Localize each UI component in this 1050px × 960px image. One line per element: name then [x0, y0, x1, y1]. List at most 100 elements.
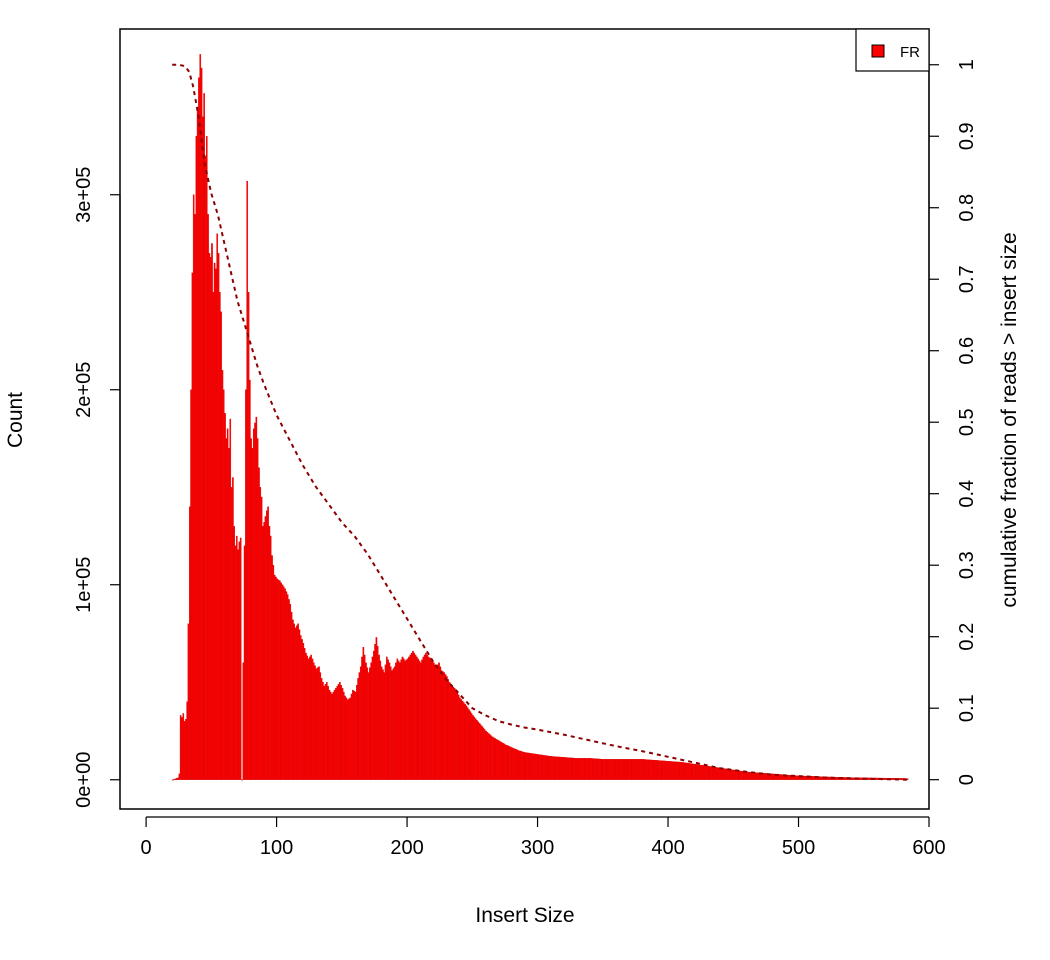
histogram-bar	[597, 758, 600, 780]
y2-tick-label: 0.5	[956, 408, 978, 436]
histogram-bar	[795, 775, 798, 780]
histogram-bar	[581, 758, 584, 780]
histogram-bar	[288, 599, 290, 780]
histogram-bar	[451, 686, 453, 780]
histogram-bar	[512, 748, 515, 780]
histogram-bar	[245, 389, 247, 780]
histogram-bar	[229, 418, 232, 780]
histogram-bar	[439, 666, 442, 780]
histogram-bar	[773, 773, 776, 780]
histogram-bar	[324, 684, 327, 780]
histogram-bar	[502, 742, 504, 780]
histogram-bar	[423, 654, 426, 780]
histogram-bar	[770, 773, 773, 780]
histogram-bar	[861, 777, 863, 780]
histogram-bar	[827, 776, 829, 780]
legend-box	[855, 28, 930, 72]
histogram-bar	[695, 764, 697, 780]
histogram-bar	[183, 721, 186, 780]
histogram-bar	[448, 682, 451, 780]
histogram-bar	[588, 758, 590, 780]
histogram-bar	[173, 779, 175, 781]
histogram-bar	[660, 760, 662, 780]
histogram-bar	[626, 759, 628, 780]
histogram-bar	[222, 389, 225, 780]
histogram-bar	[447, 679, 449, 780]
histogram-bar	[639, 759, 641, 780]
histogram-bar	[525, 752, 528, 780]
histogram-bar	[648, 759, 650, 780]
histogram-bar	[624, 759, 627, 780]
histogram-bar	[295, 625, 298, 780]
histogram-bar	[362, 647, 365, 780]
histogram-bar	[213, 262, 216, 780]
histogram-bar	[675, 761, 678, 780]
histogram-bar	[221, 370, 224, 780]
histogram-bar	[376, 646, 379, 780]
histogram-bar	[892, 778, 894, 780]
histogram-bar	[564, 757, 567, 780]
histogram-bar	[739, 770, 742, 780]
histogram-bar	[740, 771, 743, 780]
histogram-bar	[551, 756, 554, 780]
histogram-bar	[370, 662, 372, 780]
histogram-bar	[224, 412, 226, 780]
histogram-bar	[667, 761, 670, 780]
histogram-bar	[281, 584, 284, 780]
histogram-bar	[328, 689, 331, 780]
histogram-bar	[237, 549, 239, 780]
histogram-bar	[503, 743, 506, 780]
histogram-bar	[705, 765, 708, 780]
histogram-bar	[310, 654, 312, 780]
histogram-bar	[446, 676, 448, 780]
histogram-bar	[812, 776, 815, 780]
histogram-bar	[401, 656, 404, 780]
histogram-bar	[220, 311, 222, 780]
legend: FR	[855, 28, 930, 72]
histogram-bar	[429, 657, 431, 780]
x-tick-label: 300	[521, 837, 554, 859]
histogram-bar	[277, 579, 280, 780]
histogram-bar	[335, 687, 337, 780]
histogram-bar	[493, 737, 495, 780]
histogram-bar	[592, 758, 594, 780]
histogram-bar	[567, 757, 570, 780]
histogram-bar	[416, 656, 418, 780]
histogram-bar	[339, 682, 341, 780]
histogram-bar	[187, 623, 190, 780]
histogram-bar	[900, 778, 902, 780]
histogram-bar	[375, 637, 378, 780]
histogram-bar	[744, 771, 747, 780]
histogram-bar	[570, 757, 572, 780]
histogram-bar	[405, 659, 408, 780]
histogram-bar	[346, 699, 349, 780]
histogram-bar	[526, 752, 529, 780]
histogram-bar	[516, 749, 519, 780]
histogram-bar	[619, 759, 622, 780]
histogram-bar	[635, 759, 637, 780]
histogram-bar	[243, 545, 246, 780]
histogram-bar	[837, 777, 840, 780]
histogram-bar	[235, 535, 238, 780]
histogram-bar	[419, 662, 422, 780]
histogram-bar	[442, 671, 444, 780]
histogram-bar	[228, 448, 230, 780]
histogram-bar	[528, 752, 530, 780]
histogram-bar	[372, 650, 375, 780]
histogram-bar	[289, 604, 292, 780]
histogram-bar	[225, 438, 228, 780]
histogram-bar	[440, 670, 443, 780]
histogram-bar	[517, 750, 520, 780]
histogram-bar	[772, 773, 774, 780]
y2-tick-label: 0.3	[956, 551, 978, 579]
histogram-bar	[674, 761, 677, 780]
histogram-bar	[572, 757, 575, 780]
histogram-bar	[606, 759, 609, 780]
histogram-bar	[412, 650, 414, 780]
histogram-bar	[532, 753, 534, 780]
histogram-bar	[365, 662, 367, 780]
histogram-bar	[268, 526, 271, 780]
histogram-bar	[677, 761, 679, 780]
histogram-bar	[670, 761, 673, 780]
histogram-bar	[786, 774, 789, 780]
